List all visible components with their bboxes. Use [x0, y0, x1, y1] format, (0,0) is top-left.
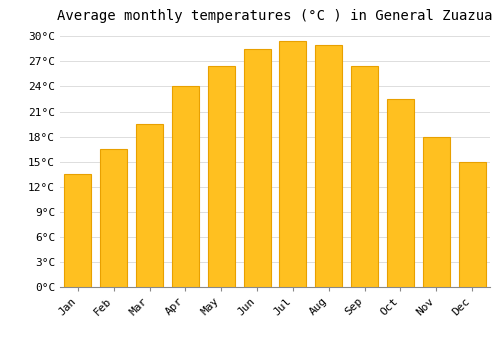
Bar	[316, 45, 342, 287]
Bar	[136, 124, 163, 287]
Bar	[100, 149, 127, 287]
Bar	[244, 49, 270, 287]
Bar	[351, 65, 378, 287]
Bar	[172, 86, 199, 287]
Title: Average monthly temperatures (°C ) in General Zuazua: Average monthly temperatures (°C ) in Ge…	[57, 9, 493, 23]
Bar	[387, 99, 414, 287]
Bar	[64, 174, 92, 287]
Bar	[280, 41, 306, 287]
Bar	[458, 162, 485, 287]
Bar	[208, 65, 234, 287]
Bar	[423, 136, 450, 287]
